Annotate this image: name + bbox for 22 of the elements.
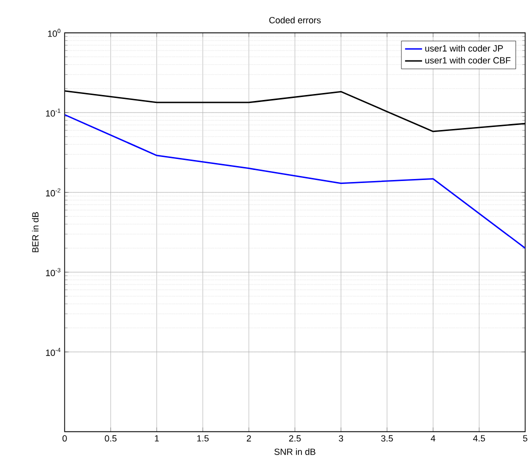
line-series <box>64 114 526 249</box>
legend-label: user1 with coder CBF <box>425 56 510 64</box>
x-tick-label: 2 <box>246 434 251 442</box>
y-tick-label: 10$^{0}$ <box>48 28 60 37</box>
y-tick-label: 10$^{-1}$ <box>46 108 60 116</box>
x-tick-label: 5 <box>523 434 528 442</box>
x-tick-label: 0 <box>62 434 67 442</box>
y-tick-label: 10$^{-2}$ <box>46 188 60 196</box>
x-axis-title: SNR in dB <box>274 448 316 455</box>
x-tick-label: 2.5 <box>289 434 301 442</box>
legend-label: user1 with coder JP <box>425 44 503 52</box>
x-tick-label: 1 <box>154 434 159 442</box>
chart-title: Coded errors <box>269 16 321 24</box>
x-tick-label: 3.5 <box>381 434 393 442</box>
y-tick-label: 10$^{-4}$ <box>46 348 60 356</box>
y-tick-label: 10$^{-3}$ <box>46 268 60 276</box>
x-tick-label: 0.5 <box>104 434 117 442</box>
y-axis-title: BER in dB <box>32 212 39 252</box>
x-tick-label: 1.5 <box>197 434 209 442</box>
x-tick-label: 4.5 <box>473 434 485 442</box>
x-tick-label: 3 <box>338 434 344 442</box>
x-tick-label: 4 <box>430 434 436 442</box>
